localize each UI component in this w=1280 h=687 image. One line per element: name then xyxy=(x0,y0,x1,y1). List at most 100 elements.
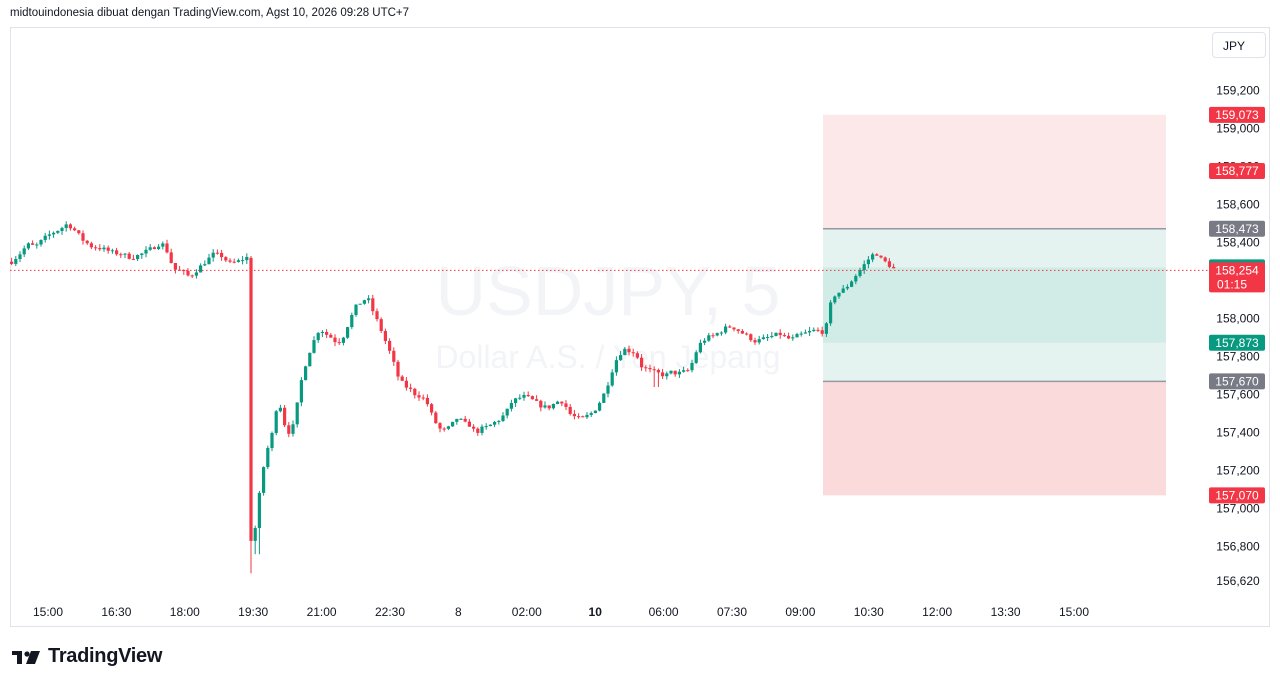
y-tick-label: 157,400 xyxy=(1216,426,1260,440)
candle-body xyxy=(283,407,287,426)
candle-body xyxy=(463,418,467,422)
candle-body xyxy=(694,352,698,363)
price-label-box xyxy=(1209,163,1265,180)
y-tick-label: 159,000 xyxy=(1216,122,1260,136)
candle-body xyxy=(778,332,782,336)
candle-body xyxy=(18,254,22,259)
candle-body xyxy=(866,259,870,265)
currency-label[interactable]: JPY xyxy=(1212,32,1266,58)
candle-body xyxy=(329,334,333,338)
candle-body xyxy=(476,428,480,433)
y-tick-label: 158,400 xyxy=(1216,236,1260,250)
candle-body xyxy=(299,380,303,403)
x-tick-label: 18:00 xyxy=(170,605,200,619)
candle-body xyxy=(535,399,539,401)
candle-body xyxy=(480,426,484,433)
price-labels: 159,073158,777158,473158,270158,25401:15… xyxy=(1209,106,1265,504)
candle-body xyxy=(442,428,446,430)
candle-body xyxy=(375,311,379,320)
candle-body xyxy=(627,348,631,353)
y-tick-label: 157,000 xyxy=(1216,502,1260,516)
candle-body xyxy=(766,337,770,339)
candle-body xyxy=(581,416,585,418)
candle-body xyxy=(732,327,736,330)
candle-body xyxy=(761,337,765,340)
upper-zone xyxy=(823,114,1166,229)
chart-watermark: USDJPY, 5 Dollar A.S. / Yen Jepang xyxy=(435,252,780,375)
candle-body xyxy=(824,323,828,334)
candle-body xyxy=(501,415,505,421)
candle-body xyxy=(799,333,803,335)
candle-body xyxy=(220,252,224,258)
candle-body xyxy=(396,361,400,377)
candle-body xyxy=(203,264,207,266)
candles xyxy=(10,221,896,574)
x-tick-label: 8 xyxy=(455,605,462,619)
y-tick-label: 158,600 xyxy=(1216,198,1260,212)
candle-body xyxy=(77,230,81,234)
x-tick-label: 16:30 xyxy=(101,605,131,619)
x-tick-label: 02:00 xyxy=(512,605,542,619)
candle-body xyxy=(505,408,509,416)
candle-body xyxy=(526,394,530,397)
candle-body xyxy=(606,385,610,394)
candle-body xyxy=(577,416,581,418)
candle-body xyxy=(346,327,350,338)
candle-body xyxy=(43,235,47,240)
candle-body xyxy=(522,394,526,398)
candle-body xyxy=(152,247,156,249)
price-label-value: 157,873 xyxy=(1215,336,1259,350)
candle-body xyxy=(593,410,597,414)
y-tick-label: 156,800 xyxy=(1216,540,1260,554)
candle-body xyxy=(354,304,358,316)
price-label-box xyxy=(1209,373,1265,390)
candle-body xyxy=(728,326,732,328)
candle-body xyxy=(602,393,606,403)
candle-body xyxy=(274,411,278,433)
candle-body xyxy=(434,412,438,424)
candle-body xyxy=(568,406,572,414)
candle-body xyxy=(455,418,459,422)
candle-body xyxy=(656,369,660,373)
candle-body xyxy=(446,426,450,429)
candle-body xyxy=(808,331,812,333)
candle-body xyxy=(148,247,152,250)
tradingview-footer[interactable]: TradingView xyxy=(12,645,162,668)
y-tick-label: 159,200 xyxy=(1216,84,1260,98)
candle-body xyxy=(572,413,576,417)
x-tick-label: 12:00 xyxy=(922,605,952,619)
candle-body xyxy=(459,418,463,420)
candle-body xyxy=(619,355,623,361)
candle-body xyxy=(178,269,182,271)
candle-body xyxy=(379,319,383,331)
candle-body xyxy=(337,342,341,344)
candle-body xyxy=(98,247,102,250)
candle-body xyxy=(253,528,257,541)
candle-body xyxy=(325,331,329,335)
candle-body xyxy=(707,335,711,341)
candle-body xyxy=(173,262,177,270)
candle-body xyxy=(131,258,135,260)
candle-body xyxy=(31,243,35,245)
candle-body xyxy=(421,397,425,399)
candle-body xyxy=(850,281,854,287)
candle-body xyxy=(35,244,39,246)
candle-body xyxy=(753,340,757,343)
price-label-box xyxy=(1209,334,1265,351)
candle-body xyxy=(774,332,778,336)
x-tick-label: 07:30 xyxy=(717,605,747,619)
candle-body xyxy=(715,333,719,336)
candle-body xyxy=(295,402,299,425)
candle-body xyxy=(367,298,371,301)
candle-body xyxy=(215,252,219,254)
candle-body xyxy=(467,421,471,427)
x-tick-label: 13:30 xyxy=(991,605,1021,619)
candle-body xyxy=(136,254,140,260)
candle-body xyxy=(169,252,173,263)
candle-body xyxy=(551,403,555,409)
candle-body xyxy=(266,448,270,468)
candle-body xyxy=(514,398,518,404)
position-tool xyxy=(823,114,1166,496)
candle-body xyxy=(186,270,190,276)
